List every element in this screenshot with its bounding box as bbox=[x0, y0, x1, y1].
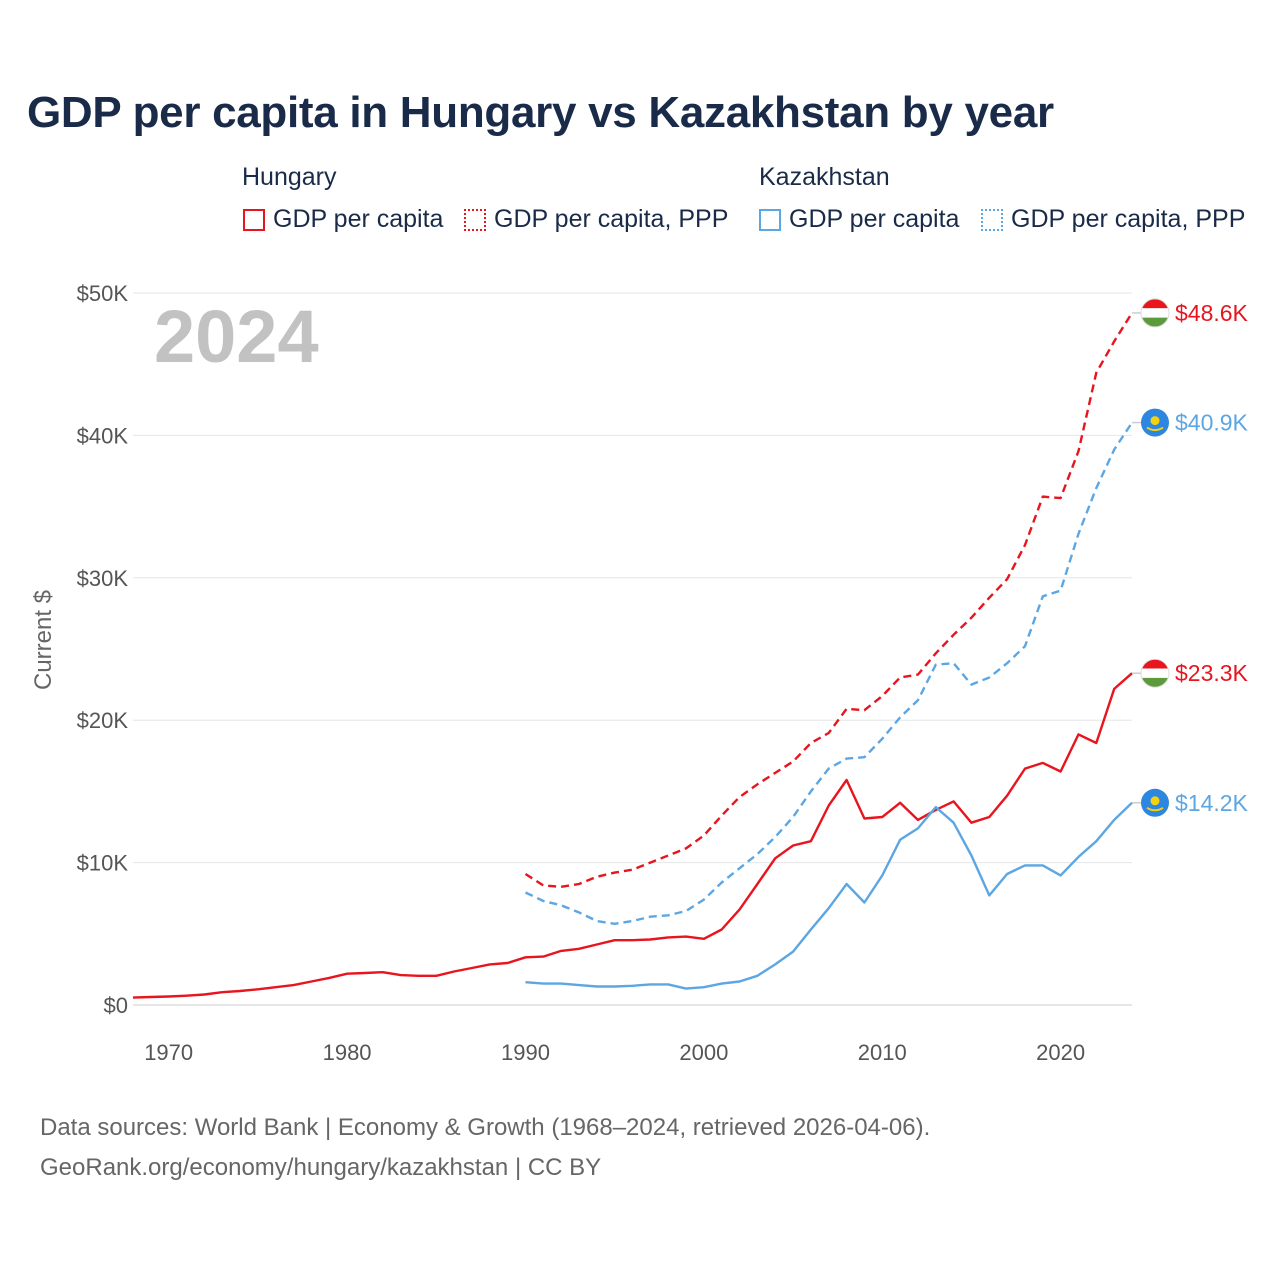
chart-title: GDP per capita in Hungary vs Kazakhstan … bbox=[27, 88, 1054, 137]
kazakhstan-flag-icon bbox=[1141, 408, 1169, 437]
line-chart: 2024 Current $ $0 $10K $20K $30K $40K $50K 197… bbox=[30, 281, 1249, 1065]
legend-label: GDP per capita bbox=[273, 205, 444, 233]
y-tick-label: $30K bbox=[77, 566, 129, 591]
legend-label: GDP per capita bbox=[789, 205, 960, 233]
end-value-label: $40.9K bbox=[1175, 410, 1249, 436]
grid bbox=[133, 292, 1132, 1006]
axis-ticks: $0 $10K $20K $30K $40K $50K 1970 1980 1990 2000 20… bbox=[77, 281, 1086, 1065]
x-tick-label: 2020 bbox=[1036, 1040, 1085, 1065]
x-tick-label: 1990 bbox=[501, 1040, 550, 1065]
legend-label: GDP per capita, PPP bbox=[1011, 205, 1246, 233]
hungary-flag-icon bbox=[1140, 658, 1170, 688]
legend-item-kazakhstan-gdp[interactable]: GDP per capita bbox=[759, 205, 959, 234]
end-value-label: $14.2K bbox=[1175, 790, 1249, 816]
x-tick-label: 2010 bbox=[858, 1040, 907, 1065]
legend-swatch-solid-red bbox=[243, 208, 265, 231]
y-tick-label: $50K bbox=[77, 281, 129, 306]
source-line-1: Data sources: World Bank | Economy & Gro… bbox=[40, 1114, 931, 1141]
kazakhstan-flag-icon bbox=[1141, 788, 1169, 817]
x-tick-label: 1980 bbox=[323, 1040, 372, 1065]
series bbox=[132, 312, 1134, 999]
legend-swatch-solid-blue bbox=[759, 208, 781, 231]
end-value-label: $23.3K bbox=[1175, 660, 1249, 686]
y-tick-label: $10K bbox=[77, 851, 129, 876]
source-line-2[interactable]: GeoRank.org/economy/hungary/kazakhstan |… bbox=[40, 1154, 602, 1181]
end-labels: $48.6K $40.9K $23.3K $14.2K bbox=[1132, 298, 1249, 817]
x-tick-label: 1970 bbox=[144, 1040, 193, 1065]
legend-title-kazakhstan: Kazakhstan bbox=[759, 163, 890, 191]
y-tick-label: $40K bbox=[77, 423, 129, 448]
hungary-flag-icon bbox=[1140, 298, 1170, 328]
series-line-kazakhstan-gdp-per-capita[interactable] bbox=[525, 801, 1133, 990]
end-value-label: $48.6K bbox=[1175, 300, 1249, 326]
x-tick-label: 2000 bbox=[679, 1040, 728, 1065]
y-tick-label: $20K bbox=[77, 708, 129, 733]
legend-item-hungary-gdp[interactable]: GDP per capita bbox=[243, 205, 443, 234]
source-note: Data sources: World Bank | Economy & Gro… bbox=[40, 1108, 930, 1188]
legend-title-hungary: Hungary bbox=[242, 163, 337, 191]
legend-swatch-dotted-red bbox=[464, 208, 486, 231]
year-watermark: 2024 bbox=[154, 295, 319, 378]
y-axis-label: Current $ bbox=[30, 590, 57, 690]
series-line-hungary-gdp-per-capita-ppp[interactable] bbox=[524, 312, 1134, 888]
series-line-hungary-gdp-per-capita[interactable] bbox=[132, 672, 1133, 999]
y-tick-label: $0 bbox=[104, 993, 128, 1018]
legend-item-hungary-ppp[interactable]: GDP per capita, PPP bbox=[464, 205, 728, 234]
legend-label: GDP per capita, PPP bbox=[494, 205, 729, 233]
series-line-kazakhstan-gdp-per-capita-ppp[interactable] bbox=[524, 421, 1134, 925]
legend-swatch-dotted-blue bbox=[981, 208, 1003, 231]
legend-item-kazakhstan-ppp[interactable]: GDP per capita, PPP bbox=[981, 205, 1245, 234]
